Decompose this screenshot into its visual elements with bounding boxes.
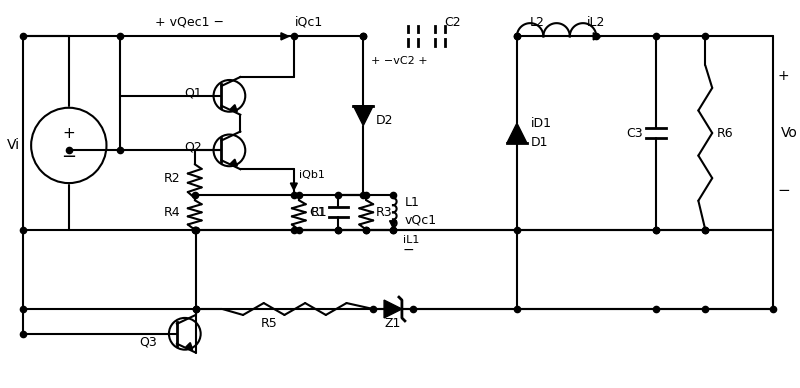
- Polygon shape: [290, 183, 298, 190]
- Text: D2: D2: [376, 114, 394, 127]
- Text: + −vC2 +: + −vC2 +: [371, 56, 428, 66]
- Text: iQb1: iQb1: [299, 170, 325, 180]
- Text: Vi: Vi: [7, 139, 20, 152]
- Text: vQc1: vQc1: [405, 213, 437, 226]
- Text: R1: R1: [310, 206, 327, 219]
- Polygon shape: [281, 33, 289, 40]
- Text: C2: C2: [444, 16, 461, 29]
- Text: Vo: Vo: [781, 126, 798, 140]
- Text: iL2: iL2: [587, 16, 606, 29]
- Text: R4: R4: [164, 206, 181, 219]
- Text: iD1: iD1: [531, 117, 552, 130]
- Text: +: +: [62, 126, 75, 141]
- Text: D1: D1: [531, 137, 548, 149]
- Text: C3: C3: [626, 126, 643, 140]
- Polygon shape: [384, 300, 402, 318]
- Polygon shape: [507, 123, 527, 143]
- Text: C1: C1: [309, 206, 326, 219]
- Text: Q1: Q1: [184, 87, 202, 99]
- Text: R2: R2: [164, 171, 181, 185]
- Polygon shape: [390, 221, 397, 228]
- Text: −: −: [778, 182, 790, 197]
- Text: +: +: [778, 69, 790, 83]
- Polygon shape: [354, 106, 373, 126]
- Text: −: −: [403, 242, 414, 256]
- Text: Q2: Q2: [184, 141, 202, 154]
- Text: R6: R6: [717, 126, 734, 140]
- Text: + vQec1 −: + vQec1 −: [155, 16, 224, 29]
- Polygon shape: [594, 33, 601, 40]
- Text: Z1: Z1: [385, 317, 401, 330]
- Text: R5: R5: [261, 317, 278, 330]
- Text: L2: L2: [530, 16, 544, 29]
- Text: iL1: iL1: [403, 235, 419, 244]
- Text: R3: R3: [376, 206, 393, 219]
- Text: iQc1: iQc1: [294, 16, 323, 29]
- Text: −: −: [62, 148, 76, 166]
- Text: Q3: Q3: [139, 335, 157, 348]
- Text: L1: L1: [405, 196, 420, 209]
